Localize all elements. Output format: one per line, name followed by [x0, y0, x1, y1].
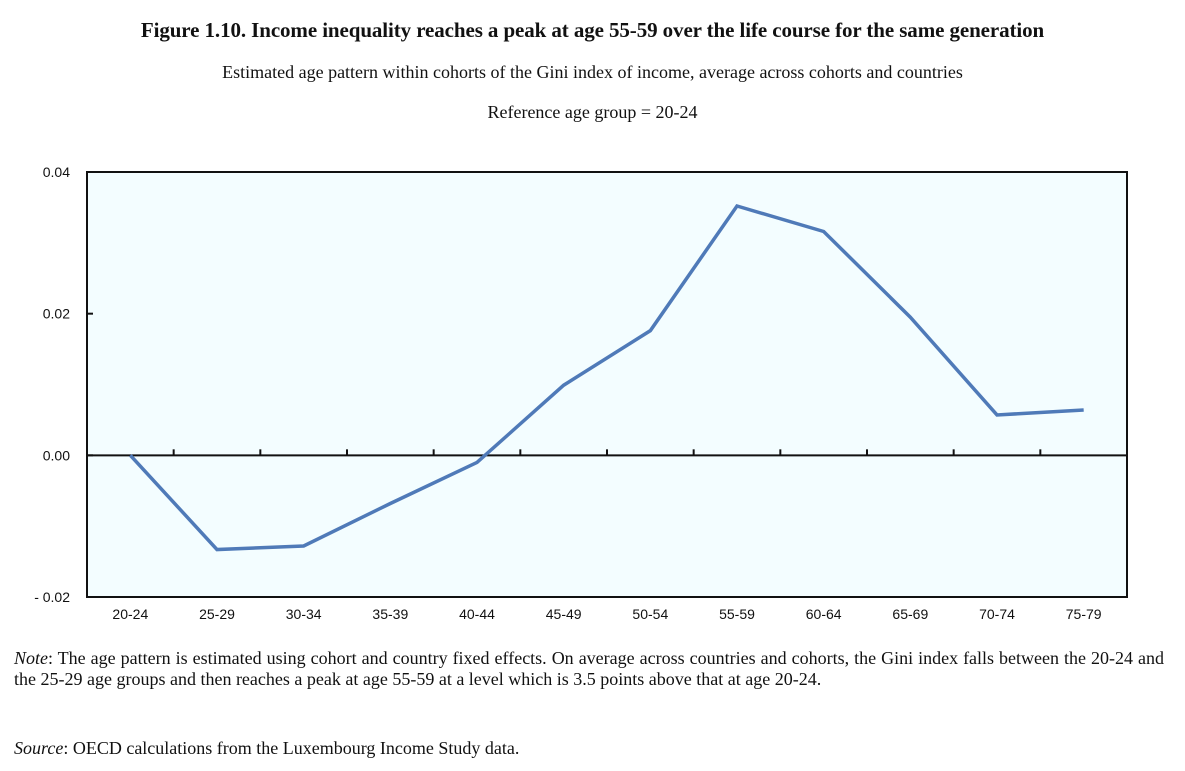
x-tick-label: 25-29 — [199, 606, 235, 622]
y-tick-label: 0.00 — [43, 447, 70, 463]
x-tick-label: 50-54 — [632, 606, 668, 622]
x-tick-label: 60-64 — [806, 606, 842, 622]
source-label: Source — [14, 738, 64, 758]
x-tick-label: 55-59 — [719, 606, 755, 622]
line-chart: - 0.02 0.00 0.02 0.04 20-24 25-29 30-34 35-39 4… — [34, 164, 1128, 622]
y-tick-label: 0.02 — [43, 306, 70, 322]
x-tick-label: 70-74 — [979, 606, 1015, 622]
x-tick-label: 65-69 — [892, 606, 928, 622]
x-tick-label: 45-49 — [546, 606, 582, 622]
chart-subtitle: Estimated age pattern within cohorts of … — [222, 62, 963, 82]
x-tick-label: 40-44 — [459, 606, 495, 622]
series-line — [129, 203, 1084, 552]
chart-title: Figure 1.10. Income inequality reaches a… — [140, 18, 1045, 42]
note-label: Note — [14, 648, 48, 668]
plot-area — [87, 172, 1127, 597]
note-text: : The age pattern is estimated using coh… — [14, 648, 1164, 689]
chart-reference-note: Reference age group = 20-24 — [487, 102, 698, 122]
x-tick-label: 75-79 — [1066, 606, 1102, 622]
figure-source: Source: OECD calculations from the Luxem… — [14, 738, 519, 759]
plot-frame — [86, 171, 1128, 598]
x-tick-label: 20-24 — [112, 606, 148, 622]
x-tick-label: 30-34 — [286, 606, 322, 622]
y-tick-label: - 0.02 — [34, 589, 70, 605]
x-tick-label: 35-39 — [372, 606, 408, 622]
y-tick-label: 0.04 — [43, 164, 70, 180]
figure-note: Note: The age pattern is estimated using… — [14, 648, 1164, 690]
source-text: : OECD calculations from the Luxembourg … — [63, 738, 520, 758]
